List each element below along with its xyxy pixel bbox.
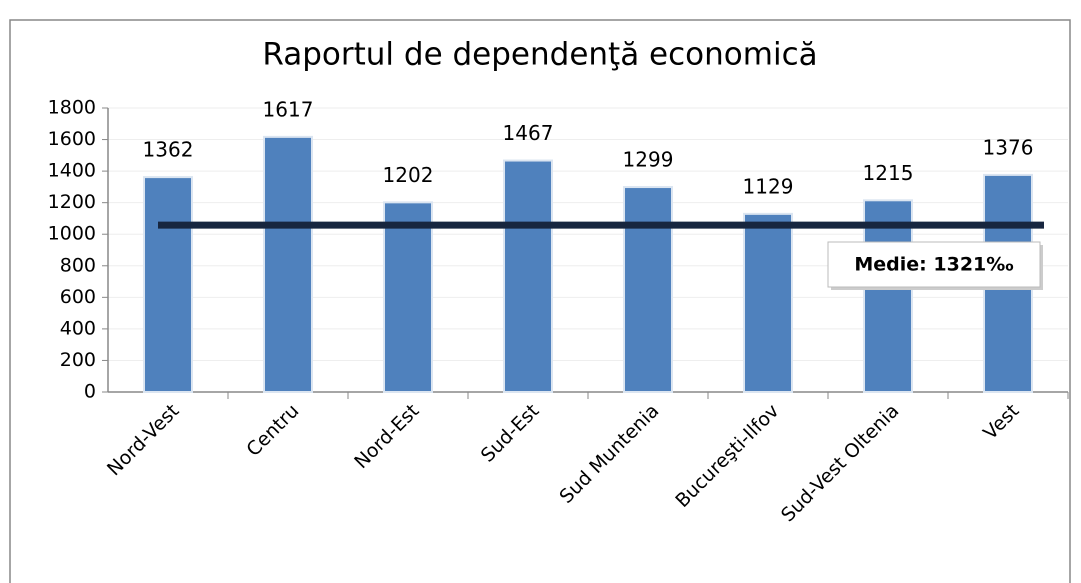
value-label: 1362 [143,138,194,162]
bar [743,212,793,393]
y-tick-label: 1800 [48,97,96,119]
y-tick-label: 800 [60,254,96,276]
value-label: 1202 [383,163,434,187]
chart-title: Raportul de dependenţă economică [262,37,817,73]
y-tick-label: 400 [60,317,96,339]
value-label: 1129 [743,174,794,198]
value-label: 1617 [263,97,314,121]
y-tick-label: 1400 [48,160,96,182]
bar [503,159,553,393]
y-tick-label: 200 [60,349,96,371]
annotation: Medie: 1321‰ [854,254,1013,276]
bar [863,199,913,393]
bar [143,176,193,393]
bar [263,135,313,393]
y-tick-label: 1200 [48,191,96,213]
annotation-box [827,241,1041,288]
y-tick-label: 1600 [48,128,96,150]
value-label: 1215 [863,161,914,185]
value-label: 1299 [623,148,674,172]
bar [383,201,433,393]
value-label: 1376 [983,135,1034,159]
y-tick-label: 600 [60,286,96,308]
bar [623,186,673,393]
value-label: 1467 [503,121,554,145]
y-tick-label: 1000 [48,223,96,245]
y-tick-label: 0 [84,381,96,403]
